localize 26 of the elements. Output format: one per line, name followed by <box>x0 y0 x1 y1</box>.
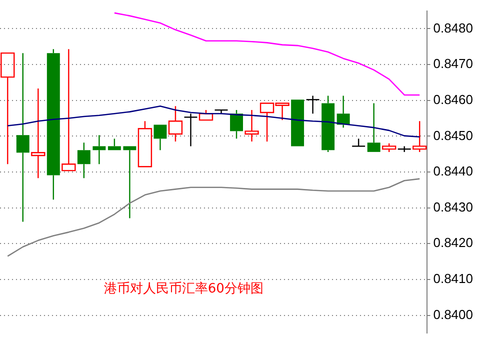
candlestick <box>77 142 90 179</box>
candlestick <box>322 95 335 153</box>
candlestick <box>244 109 259 142</box>
y-tick-label: 0.8410 <box>433 271 474 286</box>
y-tick-label: 0.8460 <box>433 92 474 107</box>
candlestick <box>230 109 243 140</box>
candlestick <box>367 102 380 152</box>
y-tick-label: 0.8440 <box>433 164 474 179</box>
candlestick <box>62 48 76 172</box>
candlestick <box>92 134 106 165</box>
candlestick <box>16 52 30 222</box>
y-tick-label: 0.8480 <box>433 20 474 36</box>
candlestick <box>0 52 15 165</box>
candlestick <box>168 105 183 142</box>
annotation: 港币对人民币汇率60分钟图 <box>104 280 264 297</box>
y-tick-label: 0.8470 <box>433 56 474 72</box>
y-tick-label: 0.8450 <box>433 128 474 143</box>
candlestick <box>306 95 320 114</box>
candlestick <box>31 88 46 179</box>
candlestick <box>123 146 136 219</box>
candlestick <box>46 48 60 200</box>
candlestick <box>184 113 198 147</box>
y-tick-label: 0.8400 <box>433 306 474 322</box>
y-tick-label: 0.8430 <box>433 199 474 214</box>
y-tick-label: 0.8420 <box>433 235 474 250</box>
candlestick <box>154 124 167 151</box>
